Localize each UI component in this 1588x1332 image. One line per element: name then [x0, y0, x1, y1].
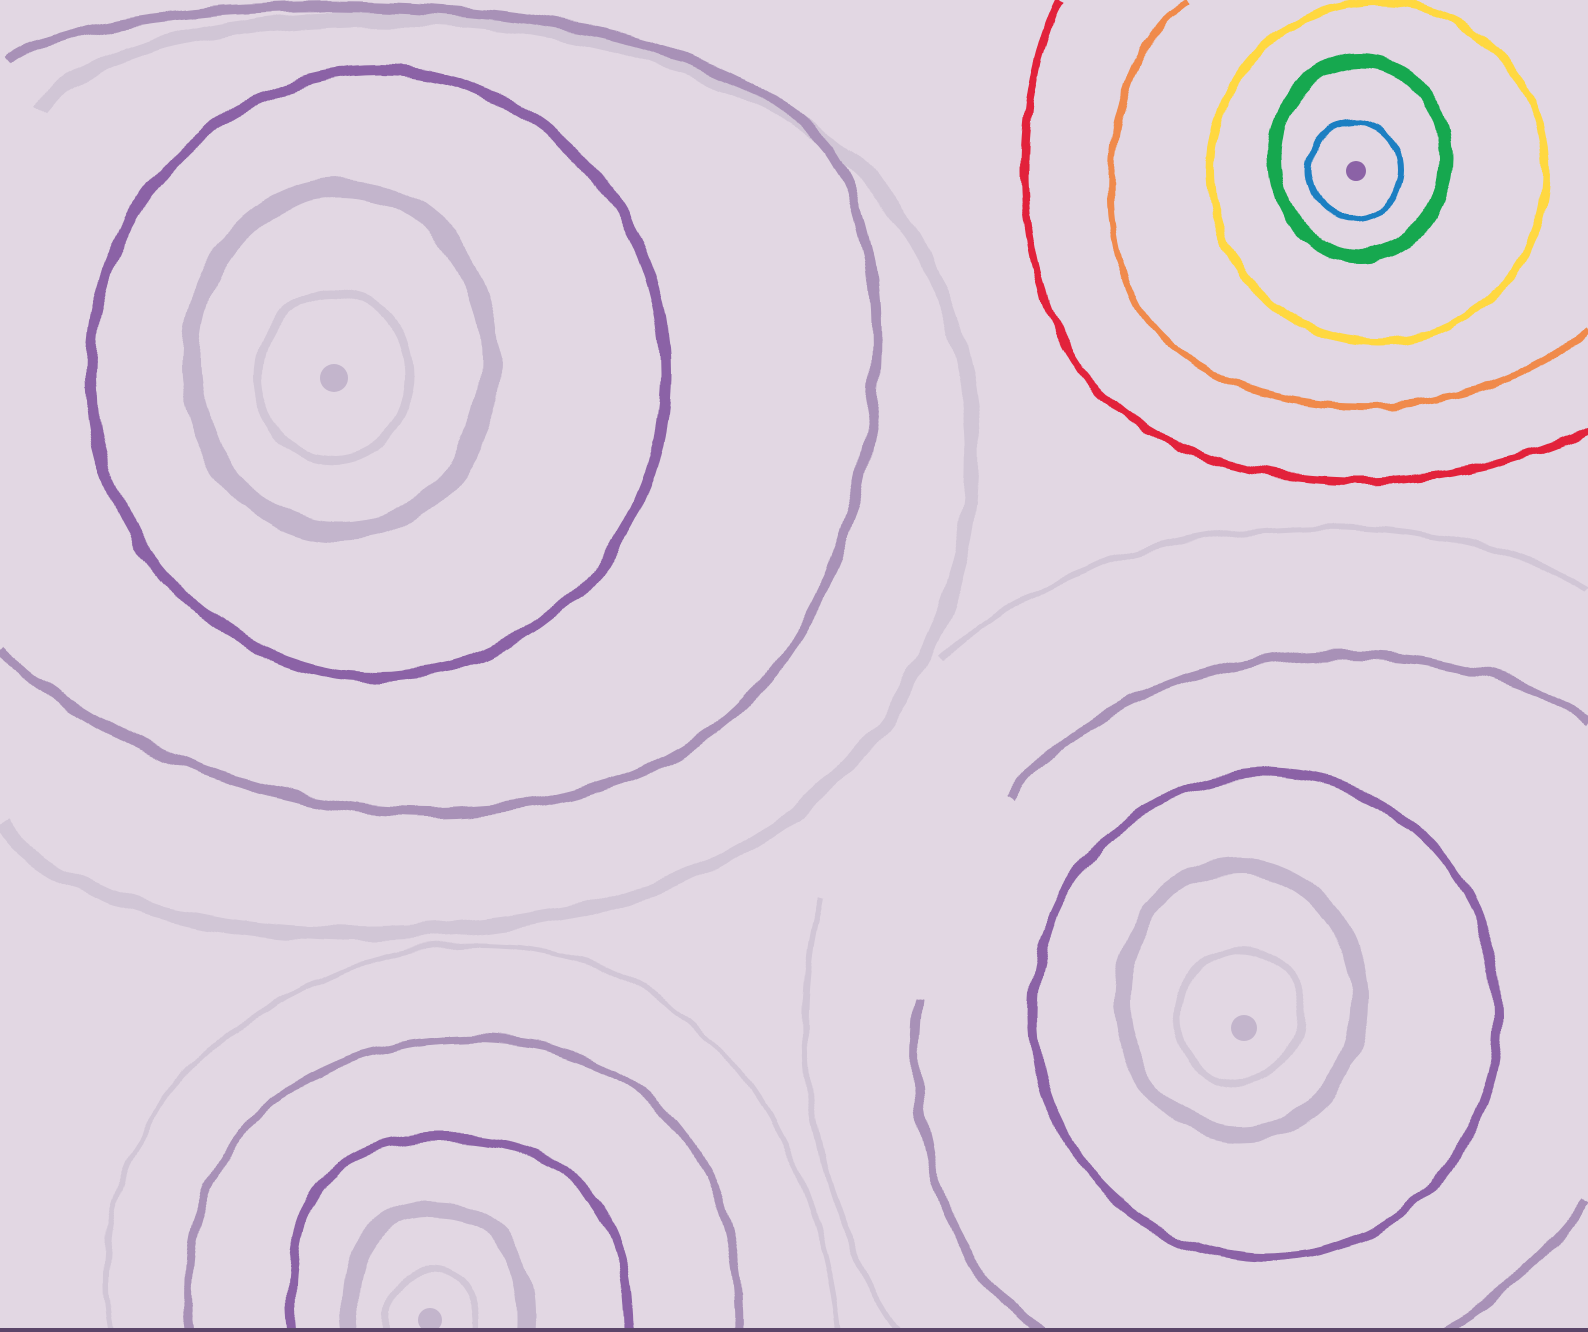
ring-outer [183, 1035, 744, 1332]
ring-outer-faint [103, 943, 843, 1332]
ring-outer-faint [801, 523, 1588, 1332]
rainbow-ring-cluster-top-right [1021, 0, 1588, 485]
ring-red [1021, 0, 1588, 485]
center-dot-top-left [320, 364, 348, 392]
ring-outer [911, 650, 1588, 1332]
ring-green [1267, 53, 1453, 263]
center-dot-top-right [1346, 161, 1366, 181]
ring-light [341, 1201, 535, 1332]
ring-light [180, 178, 500, 542]
ring-faint-inner [253, 287, 415, 465]
ring-outer-faint [0, 10, 980, 942]
ring-blue [1306, 119, 1404, 221]
purple-ring-cluster-bottom-right [801, 523, 1588, 1332]
center-dot-bottom-left [418, 1308, 442, 1332]
ring-faint-inner [384, 1264, 480, 1332]
purple-ring-cluster-top-left [0, 1, 980, 942]
purple-ring-cluster-bottom-left [103, 943, 843, 1332]
ring-dark [1029, 769, 1503, 1263]
bottom-border-line [0, 1328, 1588, 1332]
ring-outer [0, 1, 882, 817]
center-dot-bottom-right [1231, 1015, 1257, 1041]
ring-dark [84, 66, 672, 682]
ring-yellow [1206, 0, 1550, 346]
ring-faint-inner [1174, 946, 1306, 1086]
ring-orange [1107, 0, 1588, 411]
ring-light [1111, 857, 1369, 1143]
ring-dark [285, 1133, 635, 1332]
